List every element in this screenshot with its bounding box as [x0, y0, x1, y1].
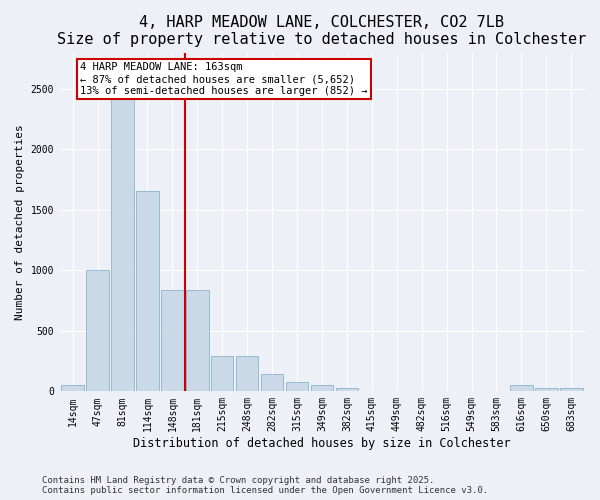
X-axis label: Distribution of detached houses by size in Colchester: Distribution of detached houses by size …: [133, 437, 511, 450]
Bar: [186, 290, 209, 392]
Bar: [510, 384, 533, 392]
Bar: [161, 290, 184, 392]
Text: Contains HM Land Registry data © Crown copyright and database right 2025.
Contai: Contains HM Land Registry data © Crown c…: [42, 476, 488, 495]
Bar: [236, 356, 259, 392]
Bar: [261, 374, 283, 392]
Bar: [335, 388, 358, 392]
Title: 4, HARP MEADOW LANE, COLCHESTER, CO2 7LB
Size of property relative to detached h: 4, HARP MEADOW LANE, COLCHESTER, CO2 7LB…: [58, 15, 587, 48]
Bar: [61, 384, 84, 392]
Y-axis label: Number of detached properties: Number of detached properties: [15, 124, 25, 320]
Text: 4 HARP MEADOW LANE: 163sqm
← 87% of detached houses are smaller (5,652)
13% of s: 4 HARP MEADOW LANE: 163sqm ← 87% of deta…: [80, 62, 368, 96]
Bar: [211, 356, 233, 392]
Bar: [560, 388, 583, 392]
Bar: [286, 382, 308, 392]
Bar: [111, 92, 134, 392]
Bar: [311, 384, 333, 392]
Bar: [535, 388, 557, 392]
Bar: [136, 190, 158, 392]
Bar: [86, 270, 109, 392]
